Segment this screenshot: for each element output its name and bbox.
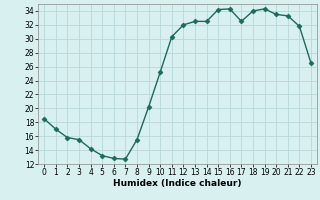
X-axis label: Humidex (Indice chaleur): Humidex (Indice chaleur) (113, 179, 242, 188)
